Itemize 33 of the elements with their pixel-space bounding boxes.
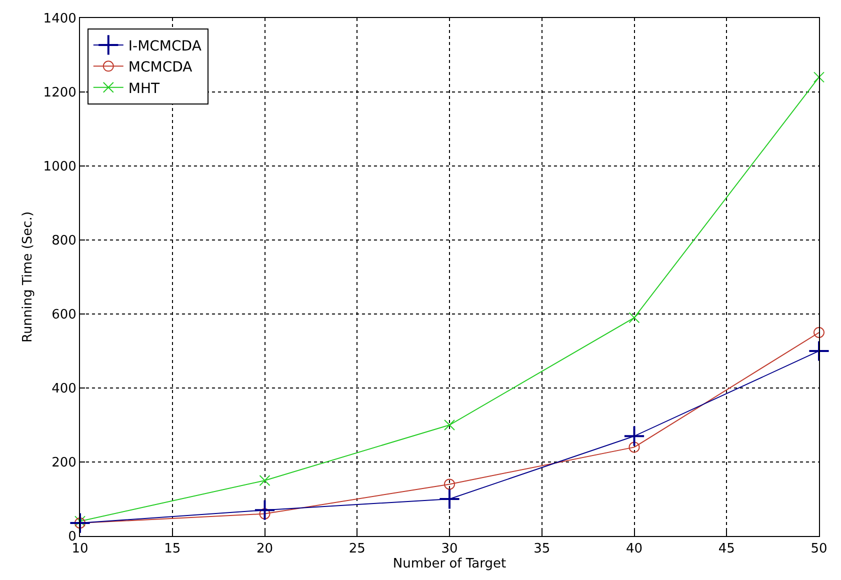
point (814, 327, 824, 338)
y-axis-title: Running Time (Sec.) (20, 211, 36, 343)
y-tick-label: 600 (52, 308, 76, 323)
legend-label: MCMCDA (128, 60, 193, 76)
point (259, 475, 270, 486)
x-tick-label: 10 (72, 542, 88, 557)
x-tick-label: 30 (441, 542, 458, 557)
x-tick-label: 20 (256, 542, 274, 557)
point (628, 442, 640, 453)
point (259, 508, 270, 520)
y-tick-label: 1400 (43, 12, 76, 27)
point (623, 425, 646, 447)
y-tick-label: 800 (52, 234, 76, 249)
x-tick-label: 25 (348, 542, 366, 557)
x-tick-label: 15 (164, 542, 181, 557)
point (438, 488, 460, 510)
legend-label: I-MCMCDA (128, 38, 202, 54)
x-tick-label: 50 (810, 542, 828, 557)
point (628, 312, 640, 324)
legend-label: MHT (128, 80, 160, 97)
point (444, 478, 455, 490)
y-tick-label: 1200 (43, 86, 76, 101)
x-tick-label: 35 (534, 542, 550, 557)
point (254, 499, 276, 521)
y-tick-label: 1000 (43, 160, 76, 175)
point (814, 72, 824, 83)
x-tick-label: 40 (626, 542, 643, 557)
point (808, 340, 830, 362)
x-axis-title: Number of Target (392, 556, 506, 572)
x-tick-label: 45 (718, 542, 735, 557)
y-tick-label: 200 (52, 456, 76, 471)
y-tick-label: 400 (52, 382, 76, 397)
point (444, 420, 455, 430)
